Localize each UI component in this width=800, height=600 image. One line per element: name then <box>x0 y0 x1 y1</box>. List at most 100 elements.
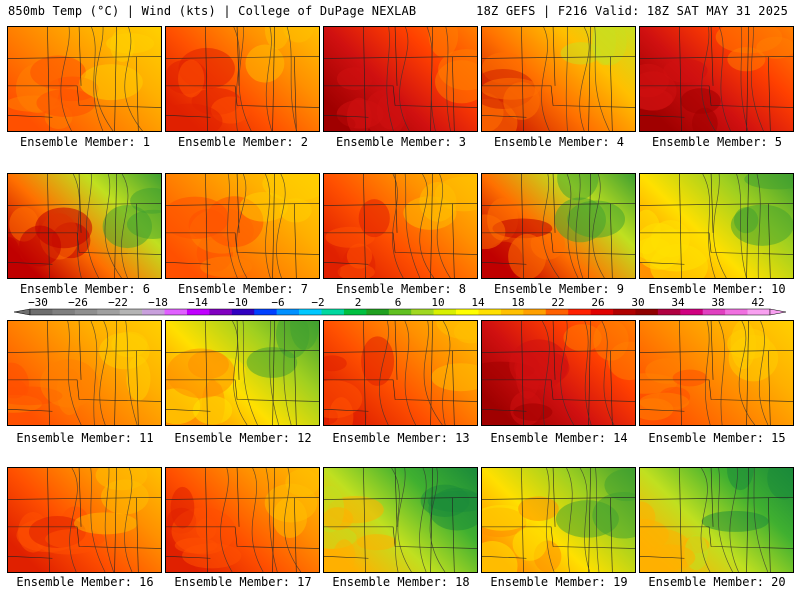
temperature-blob <box>482 504 531 531</box>
state-border <box>236 468 240 527</box>
colorbar-swatch <box>523 309 547 315</box>
chart-title: 850mb Temp (°C) | Wind (kts) | College o… <box>8 4 417 18</box>
ensemble-map-panel <box>323 467 478 573</box>
wind-contour <box>729 468 739 572</box>
colorbar-swatch <box>568 309 591 315</box>
wind-contour <box>740 27 749 131</box>
state-border <box>394 468 398 527</box>
state-border <box>272 27 275 131</box>
wind-contour <box>86 174 100 278</box>
wind-contour <box>238 27 252 131</box>
ensemble-map-panel <box>323 320 478 426</box>
colorbar-arrow-left <box>13 308 31 316</box>
temperature-blob <box>290 321 319 350</box>
temperature-blob <box>36 89 96 118</box>
colorbar-tick-label: 14 <box>471 296 485 309</box>
wind-contour <box>423 321 443 425</box>
colorbar-swatch <box>388 309 412 315</box>
state-border <box>78 321 82 380</box>
state-border <box>521 27 524 131</box>
colorbar-tick-label: 10 <box>431 296 444 309</box>
state-border <box>272 174 275 278</box>
state-border <box>324 56 477 59</box>
state-border <box>588 468 591 572</box>
colorbar-swatch <box>747 309 771 315</box>
colorbar-tick-label: 30 <box>631 296 644 309</box>
ensemble-map-panel <box>639 26 794 132</box>
colorbar-tick-label: −26 <box>68 296 88 309</box>
colorbar-tick-label: 26 <box>591 296 604 309</box>
ensemble-map-panel <box>7 320 162 426</box>
member-caption: Ensemble Member: 3 <box>335 135 467 149</box>
colorbar-tick-label: 18 <box>511 296 524 309</box>
temperature-blob <box>262 174 319 201</box>
member-caption: Ensemble Member: 9 <box>493 282 625 296</box>
ensemble-map-panel <box>165 467 320 573</box>
state-border <box>324 409 369 412</box>
state-border <box>324 556 369 559</box>
temperature-blob <box>431 363 477 392</box>
wind-contour <box>758 321 769 425</box>
temperature-blob <box>767 468 793 500</box>
wind-contour <box>95 27 114 131</box>
colorbar-swatch <box>276 309 300 315</box>
state-border <box>679 27 682 131</box>
state-border <box>452 203 455 278</box>
temperature-blob <box>279 198 312 223</box>
colorbar-swatch <box>343 309 367 315</box>
state-border <box>768 497 771 572</box>
wind-contour <box>379 321 389 425</box>
state-border <box>482 379 635 402</box>
temperature-blob <box>503 82 540 120</box>
member-caption: Ensemble Member: 2 <box>177 135 309 149</box>
state-border <box>452 350 455 425</box>
temperature-blob <box>376 92 404 130</box>
colorbar-tick-label: 22 <box>551 296 564 309</box>
colorbar-swatch <box>433 309 457 315</box>
temperature-blob <box>174 537 218 554</box>
wind-contour <box>702 174 716 278</box>
state-border <box>482 526 635 549</box>
state-border <box>482 262 527 265</box>
colorbar-tick-label: −30 <box>28 296 48 309</box>
state-border <box>205 321 208 425</box>
temperature-blob <box>680 88 721 114</box>
temperature-blob <box>592 27 627 66</box>
colorbar-swatch <box>635 309 659 315</box>
state-border <box>205 468 208 572</box>
ensemble-map-panel <box>639 320 794 426</box>
wind-contour <box>232 321 248 425</box>
wind-contour <box>67 321 82 425</box>
wind-contour <box>60 27 72 131</box>
wind-contour <box>104 468 114 572</box>
state-border <box>521 321 524 425</box>
state-border <box>272 321 275 425</box>
colorbar-swatch <box>30 309 53 315</box>
state-border <box>114 27 117 131</box>
state-border <box>136 203 139 278</box>
temperature-blob <box>324 507 354 531</box>
colorbar-swatch <box>97 309 120 315</box>
colorbar-swatch <box>142 309 165 315</box>
wind-contour <box>90 468 106 572</box>
colorbar-swatch <box>119 309 143 315</box>
colorbar-tick-label: 2 <box>355 296 362 309</box>
colorbar-swatch <box>545 309 569 315</box>
state-border <box>588 27 591 131</box>
member-caption: Ensemble Member: 11 <box>16 431 154 445</box>
state-border <box>78 174 82 233</box>
wind-contour <box>399 27 410 131</box>
temperature-blob <box>727 328 771 360</box>
member-caption: Ensemble Member: 17 <box>174 575 312 589</box>
state-border <box>768 350 771 425</box>
colorbar-swatch <box>478 309 502 315</box>
state-border <box>640 556 685 559</box>
member-caption: Ensemble Member: 20 <box>648 575 786 589</box>
state-border <box>166 526 319 549</box>
wind-contour <box>575 174 584 278</box>
wind-contour <box>269 321 280 425</box>
colorbar-tick-label: −10 <box>228 296 248 309</box>
temperature-blob <box>592 492 635 539</box>
wind-contour <box>104 174 122 278</box>
state-border <box>8 232 161 255</box>
